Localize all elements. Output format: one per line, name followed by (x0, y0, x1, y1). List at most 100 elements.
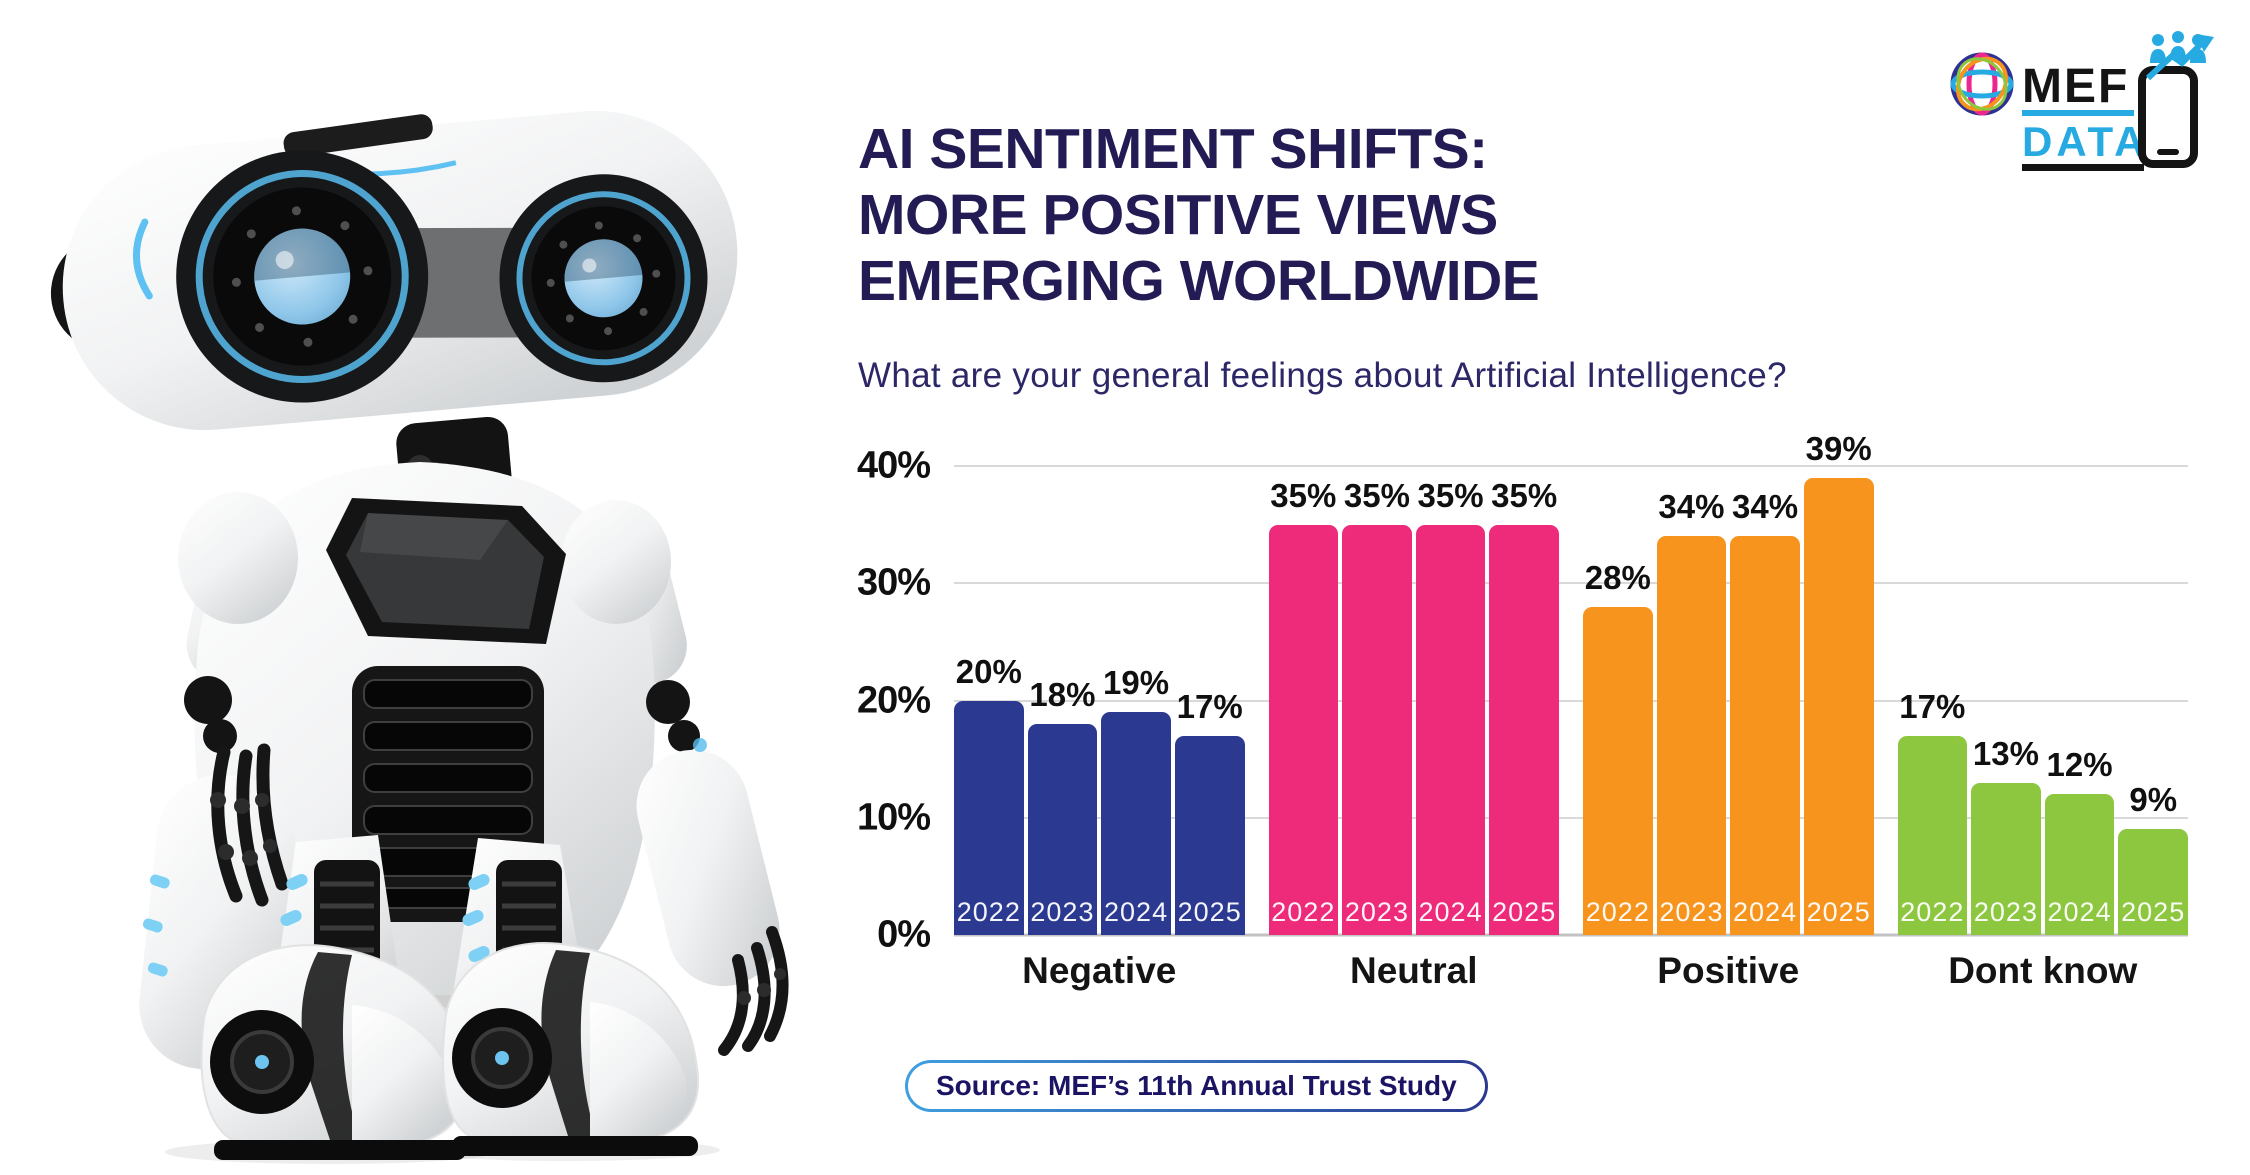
bar-neutral-2022: 2022 (1268, 524, 1339, 935)
logo-black-rule (2022, 164, 2144, 171)
y-axis-tick-10: 10% (856, 796, 931, 839)
mef-data-logo: MEF DATA (1950, 31, 2214, 171)
page-title: AI SENTIMENT SHIFTS: MORE POSITIVE VIEWS… (858, 116, 1540, 314)
year-label: 2022 (1585, 897, 1650, 927)
bar-cell: 2023 35% (1342, 466, 1412, 935)
gridline-10 (954, 816, 2188, 819)
value-label: 34% (1658, 488, 1725, 526)
category-label-dont-know: Dont know (1948, 950, 2138, 991)
chart-question-subtitle: What are your general feelings about Art… (858, 356, 1787, 395)
gridline-30 (954, 582, 2188, 585)
bar-negative-2023: 2023 (1027, 723, 1098, 935)
year-label: 2024 (1104, 897, 1169, 927)
bar-group-negative: 2022 20% 2023 18% 2024 19% 2025 17% (954, 466, 1245, 935)
source-badge-inner: Source: MEF’s 11th Annual Trust Study (908, 1063, 1485, 1109)
bar-dont-know-2022: 2022 (1897, 735, 1968, 935)
value-label: 12% (2046, 746, 2113, 784)
bar-cell: 2025 17% (1174, 466, 1245, 935)
bar-group-neutral: 2022 35% 2023 35% 2024 35% 2025 35% (1268, 466, 1559, 935)
bar-cell: 2025 35% (1489, 466, 1559, 935)
logo-blue-rule (2022, 110, 2134, 116)
bar-cell: 2023 18% (1027, 466, 1098, 935)
bar-cell: 2024 19% (1101, 466, 1171, 935)
year-label: 2022 (956, 897, 1021, 927)
value-label: 18% (1029, 675, 1096, 713)
source-badge: Source: MEF’s 11th Annual Trust Study (905, 1060, 1488, 1112)
bar-dont-know-2023: 2023 (1971, 782, 2041, 935)
y-axis-tick-20: 20% (856, 679, 931, 721)
bar-positive-2024: 2024 (1730, 536, 1800, 935)
value-label: 17% (1176, 687, 1243, 725)
globe-icon (1950, 52, 2014, 116)
value-label: 17% (1899, 687, 1966, 725)
bar-cell: 2022 35% (1268, 466, 1339, 935)
category-label-positive: Positive (1657, 950, 1800, 991)
phone-icon (2138, 66, 2198, 168)
robot-boots (165, 942, 720, 1164)
robot-eye-right (499, 174, 708, 383)
bar-positive-2025: 2025 (1803, 477, 1874, 935)
bar-dont-know-2024: 2024 (2044, 794, 2115, 935)
logo-data-text: DATA (2022, 118, 2148, 165)
bar-negative-2022: 2022 (954, 700, 1024, 935)
bar-cell: 2025 9% (2118, 466, 2188, 935)
gridline-20 (954, 699, 2188, 702)
value-label: 19% (1103, 664, 1170, 702)
year-label: 2023 (1659, 897, 1724, 927)
category-label-negative: Negative (1022, 950, 1177, 991)
bar-cell: 2023 34% (1656, 466, 1727, 935)
bar-neutral-2023: 2023 (1342, 524, 1412, 935)
source-text: Source: MEF’s 11th Annual Trust Study (936, 1070, 1457, 1101)
robot-head (50, 110, 738, 431)
value-label: 39% (1805, 429, 1872, 467)
year-label: 2024 (1733, 897, 1798, 927)
category-label-neutral: Neutral (1350, 950, 1478, 991)
value-label: 34% (1732, 488, 1799, 526)
bar-group-positive: 2022 28% 2023 34% 2024 34% 2025 39% (1583, 430, 1874, 935)
value-label: 28% (1584, 558, 1651, 596)
year-label: 2024 (1418, 897, 1483, 927)
year-label: 2023 (1344, 897, 1409, 927)
value-label: 35% (1417, 476, 1484, 514)
bar-neutral-2024: 2024 (1415, 524, 1486, 935)
y-axis-tick-30: 30% (856, 561, 931, 604)
value-label: 13% (1972, 734, 2039, 772)
bar-positive-2022: 2022 (1583, 606, 1653, 935)
y-axis-tick-40: 40% (856, 444, 931, 487)
year-label: 2025 (2121, 897, 2186, 927)
bar-dont-know-2025: 2025 (2118, 829, 2188, 935)
value-label: 9% (2129, 781, 2178, 819)
bar-cell: 2022 17% (1897, 466, 1968, 935)
bar-group-dont-know: 2022 17% 2023 13% 2024 12% 2025 9% (1897, 466, 2188, 935)
robot-arm-right (636, 680, 789, 1056)
year-label: 2022 (1900, 897, 1965, 927)
year-label: 2022 (1271, 897, 1336, 927)
bar-cell: 2022 20% (954, 466, 1024, 935)
bar-cell: 2023 13% (1971, 466, 2041, 935)
bar-cell: 2025 39% (1803, 430, 1874, 935)
year-label: 2023 (1973, 897, 2038, 927)
year-label: 2025 (1492, 897, 1557, 927)
bar-cell: 2024 35% (1415, 466, 1486, 935)
year-label: 2025 (1177, 897, 1242, 927)
plot-area: 2022 20% 2023 18% 2024 19% 2025 17% 2022 35% 2023 3… (954, 430, 2188, 937)
y-axis-tick-0: 0% (877, 913, 931, 956)
title-line-3: EMERGING WORLDWIDE (858, 249, 1540, 313)
bar-negative-2025: 2025 (1174, 735, 1245, 935)
title-line-2: MORE POSITIVE VIEWS (858, 183, 1498, 247)
year-label: 2023 (1030, 897, 1095, 927)
gridline-40 (954, 465, 2188, 467)
y-axis: 0% 10% 20% 30% 40% (740, 445, 931, 956)
bar-cell: 2024 12% (2044, 466, 2115, 935)
value-label: 35% (1491, 476, 1558, 514)
value-label: 35% (1270, 476, 1337, 514)
people-growth-icon (2145, 31, 2214, 81)
bar-cell: 2024 34% (1730, 466, 1800, 935)
bar-series-container: 2022 20% 2023 18% 2024 19% 2025 17% 2022 35% 2023 3… (954, 430, 2188, 935)
bar-negative-2024: 2024 (1101, 712, 1171, 935)
robot-illustration (50, 110, 789, 1164)
bar-positive-2023: 2023 (1656, 536, 1727, 935)
logo-mef-text: MEF (2022, 60, 2129, 113)
bar-cell: 2022 28% (1583, 466, 1653, 935)
